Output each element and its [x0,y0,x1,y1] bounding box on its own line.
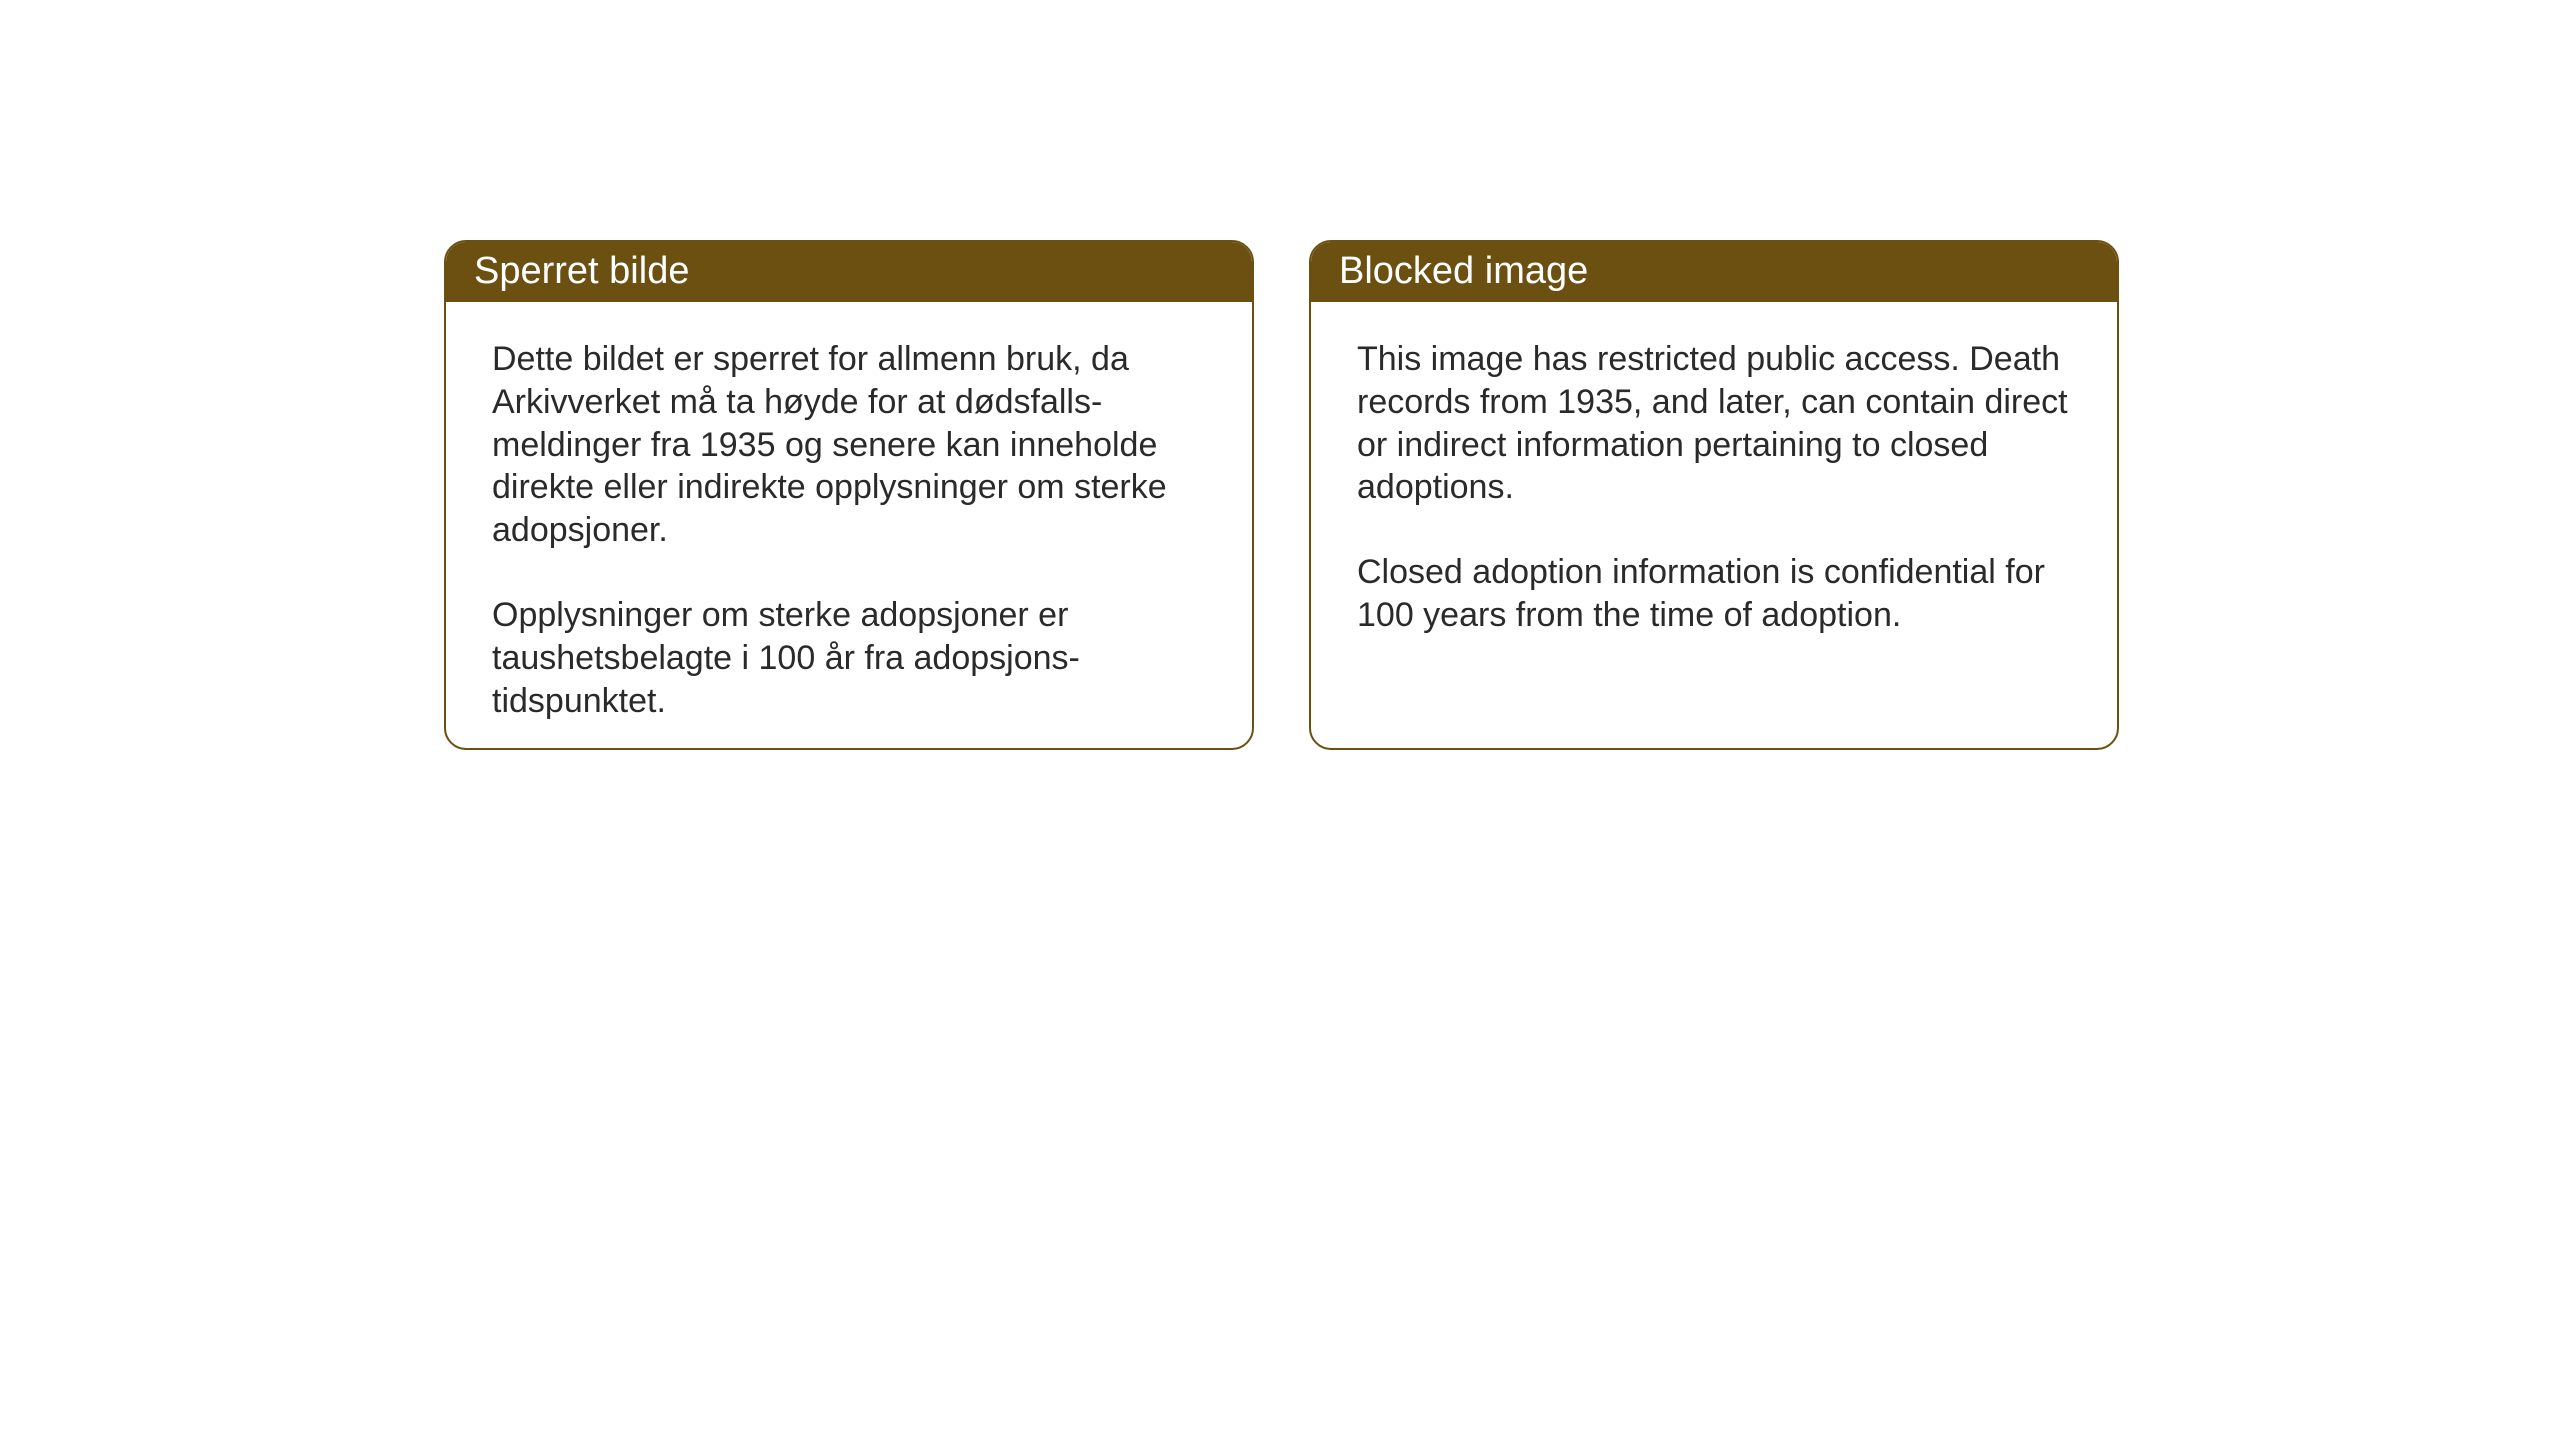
paragraph-text: Dette bildet er sperret for allmenn bruk… [492,338,1210,552]
notice-card-norwegian: Sperret bilde Dette bildet er sperret fo… [444,240,1254,750]
paragraph-text: Closed adoption information is confident… [1357,551,2075,637]
notice-container: Sperret bilde Dette bildet er sperret fo… [444,240,2119,750]
paragraph-text: This image has restricted public access.… [1357,338,2075,509]
card-header-english: Blocked image [1311,242,2117,302]
notice-card-english: Blocked image This image has restricted … [1309,240,2119,750]
card-title: Blocked image [1339,250,1588,293]
card-header-norwegian: Sperret bilde [446,242,1252,302]
paragraph-text: Opplysninger om sterke adopsjoner er tau… [492,594,1210,722]
card-title: Sperret bilde [474,250,689,293]
card-body-english: This image has restricted public access.… [1311,302,2117,673]
card-body-norwegian: Dette bildet er sperret for allmenn bruk… [446,302,1252,750]
